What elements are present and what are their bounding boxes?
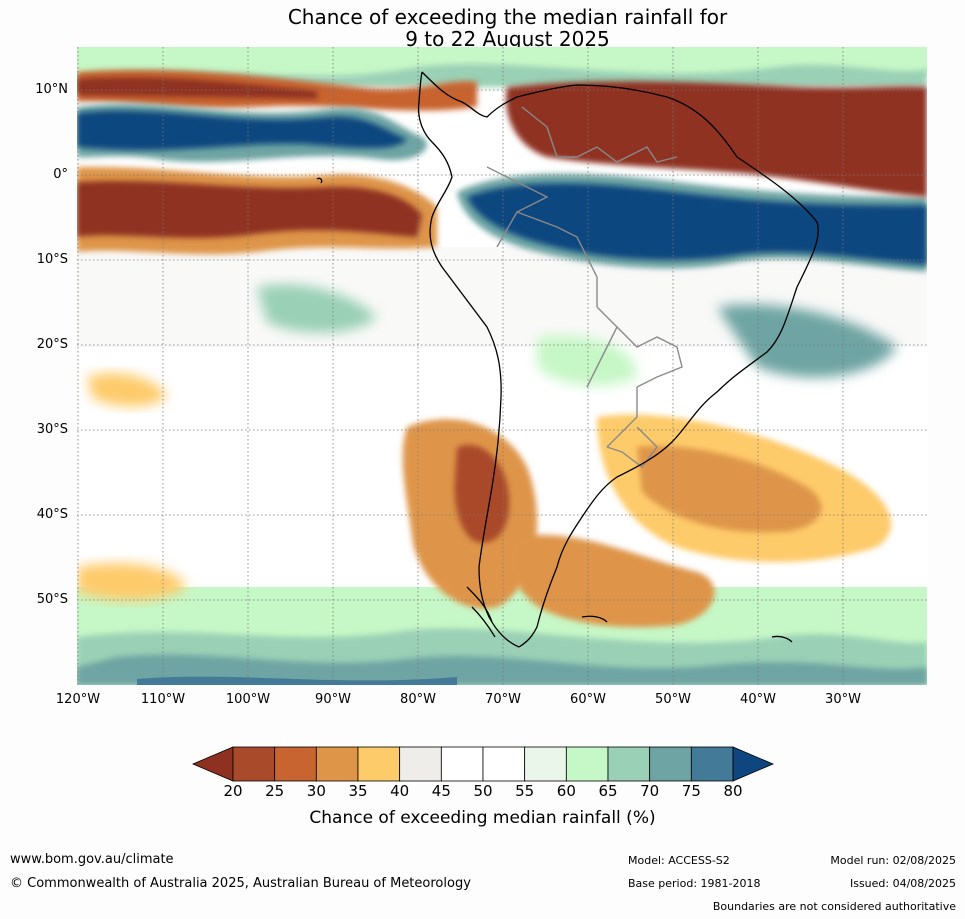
lon-label-110w: 110°W [140, 692, 186, 707]
colorbar-bin [440, 746, 484, 782]
country-borders [486, 106, 683, 468]
colorbar-tick-label: 55 [515, 782, 535, 800]
lon-label-70w: 70°W [485, 692, 521, 707]
footer-boundaries-note: Boundaries are not considered authoritat… [712, 900, 956, 913]
rainfall-map [77, 47, 927, 685]
colorbar-tick-label: 45 [431, 782, 451, 800]
footer-model-run: Model run: 02/08/2025 [830, 854, 956, 867]
field-patch-dry-atlantic [637, 446, 822, 533]
colorbar-extension-high [732, 746, 775, 782]
colorbar-label: Chance of exceeding median rainfall (%) [309, 808, 656, 828]
lat-label-0: 0° [53, 167, 68, 182]
colorbar-tick-label: 50 [473, 782, 493, 800]
colorbar-tick-label: 25 [265, 782, 285, 800]
colorbar-tick-label: 80 [723, 782, 743, 800]
field-patch-dry-west [87, 373, 167, 407]
field-patch-dry-chile-core [454, 445, 510, 543]
lon-label-80w: 80°W [400, 692, 436, 707]
field-patch-green-east-pacific [257, 284, 377, 333]
probability-field [77, 47, 927, 685]
field-patch-green-interior [537, 336, 637, 386]
footer-url: www.bom.gov.au/climate [10, 852, 174, 867]
footer-model: Model: ACCESS-S2 [628, 854, 730, 867]
lat-label-50s: 50°S [36, 592, 68, 607]
field-patch-wet-amazon [467, 183, 927, 265]
colorbar-segments [191, 746, 775, 782]
field-patch-dry-southwest [77, 563, 187, 601]
colorbar-bin [357, 746, 401, 782]
colorbar-bin [315, 746, 359, 782]
colorbar-bin [690, 746, 734, 782]
coastline [316, 71, 819, 648]
field-patch-dry-guianas [506, 81, 927, 197]
lon-label-100w: 100°W [225, 692, 271, 707]
colorbar-tick-label: 40 [390, 782, 410, 800]
field-patch-blue [137, 676, 457, 685]
colorbar-tick-label: 35 [348, 782, 368, 800]
colorbar-tick-label: 75 [681, 782, 701, 800]
lat-label-10s: 10°S [36, 252, 68, 267]
colorbar-bin [607, 746, 651, 782]
footer-issued: Issued: 04/08/2025 [849, 877, 956, 890]
colorbar-tick-label: 30 [306, 782, 326, 800]
colorbar-tick-label: 65 [598, 782, 618, 800]
colorbar [191, 746, 775, 782]
lat-label-10n: 10°N [35, 82, 68, 97]
lon-label-60w: 60°W [570, 692, 606, 707]
colorbar-extension-low [191, 746, 234, 782]
lon-label-40w: 40°W [740, 692, 776, 707]
colorbar-bin [565, 746, 609, 782]
field-patch-dry-north-core [77, 77, 317, 99]
lon-label-50w: 50°W [655, 692, 691, 707]
footer-copyright: © Commonwealth of Australia 2025, Austra… [10, 876, 471, 891]
colorbar-bin [649, 746, 692, 782]
colorbar-tick-label: 60 [556, 782, 576, 800]
field-patch-wet-pacific [77, 110, 407, 151]
colorbar-tick-label: 20 [223, 782, 243, 800]
lon-label-120w: 120°W [55, 692, 101, 707]
lon-label-90w: 90°W [315, 692, 351, 707]
map-title-line-2: 9 to 22 August 2025 [405, 27, 610, 51]
colorbar-bin [524, 746, 567, 782]
footer-base-period: Base period: 1981-2018 [628, 877, 761, 890]
lat-label-40s: 40°S [36, 507, 68, 522]
map-title-line-1: Chance of exceeding the median rainfall … [287, 5, 728, 29]
lat-label-20s: 20°S [36, 337, 68, 352]
colorbar-tick-label: 70 [640, 782, 660, 800]
lat-label-30s: 30°S [36, 422, 68, 437]
colorbar-bin [399, 746, 442, 782]
field-patch-teal-dark [77, 654, 927, 685]
lon-label-30w: 30°W [825, 692, 861, 707]
colorbar-bin [232, 746, 276, 782]
field-patch-green-south-atlantic [717, 304, 897, 378]
colorbar-bin [274, 746, 317, 782]
field-patch-dry-pacific [77, 180, 422, 238]
map-canvas [77, 47, 927, 685]
colorbar-bin [482, 746, 526, 782]
